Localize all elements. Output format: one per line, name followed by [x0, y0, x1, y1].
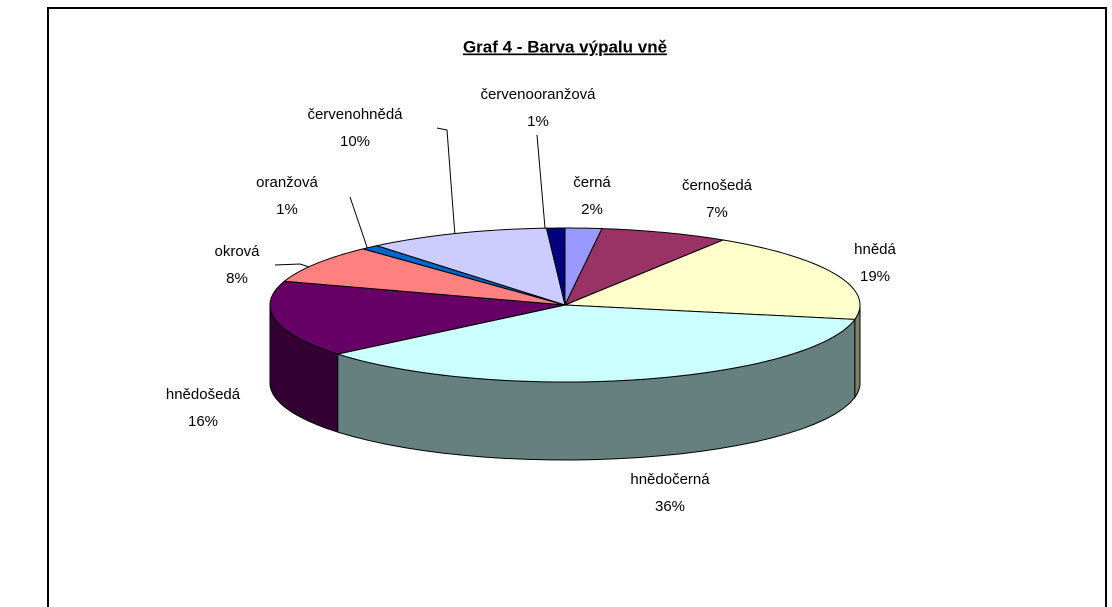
pie-tops [269, 227, 861, 383]
value-label: 8% [226, 270, 248, 287]
value-label: 2% [581, 201, 603, 218]
leader-line [349, 196, 369, 251]
value-label: 19% [860, 268, 890, 285]
leader-line [436, 127, 456, 237]
slice-label: hnědošedá [166, 386, 241, 403]
slice [374, 227, 566, 306]
slice [283, 248, 566, 306]
chart-title: Graf 4 - Barva výpalu vně [463, 37, 667, 56]
value-label: 10% [340, 133, 370, 150]
slice-label: hnědá [854, 241, 896, 258]
slice-label: oranžová [256, 174, 318, 191]
leader-line [536, 134, 546, 229]
slice-label: červenooranžová [480, 86, 596, 103]
slice [335, 304, 856, 383]
slice [563, 228, 725, 306]
slice-label: okrová [214, 243, 260, 260]
pie [269, 227, 861, 461]
leader-lines [274, 127, 546, 269]
value-label: 1% [276, 201, 298, 218]
slice-label: černošedá [682, 177, 753, 194]
slice-label: hnědočerná [630, 471, 710, 488]
value-label: 36% [655, 498, 685, 515]
slice-label: červenohnědá [307, 106, 403, 123]
slice [269, 280, 566, 355]
slice [545, 227, 566, 306]
value-label: 16% [188, 413, 218, 430]
value-label: 1% [527, 113, 549, 130]
value-label: 7% [706, 204, 728, 221]
pie-sides [269, 304, 861, 461]
slice-label: černá [573, 174, 611, 191]
slice [564, 239, 861, 320]
